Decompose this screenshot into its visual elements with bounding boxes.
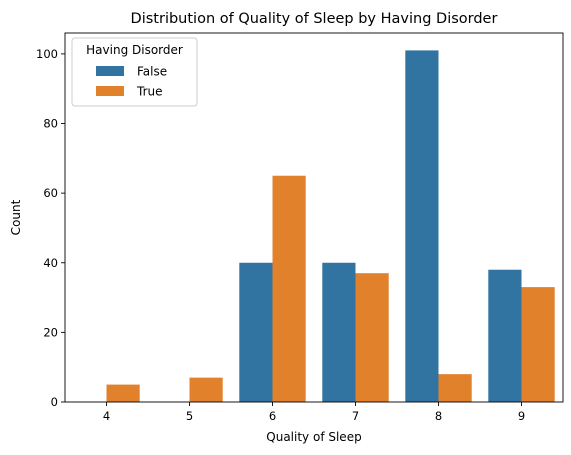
y-tick-label: 100 bbox=[36, 47, 58, 61]
x-tick-label: 7 bbox=[352, 409, 359, 423]
bar-false-7 bbox=[322, 262, 356, 402]
legend-swatch-false bbox=[96, 66, 124, 76]
bar-true-7 bbox=[355, 273, 389, 402]
bar-false-9 bbox=[488, 269, 522, 402]
legend: Having Disorder False True bbox=[71, 37, 198, 107]
y-tick-label: 80 bbox=[43, 117, 58, 131]
y-tick-label: 60 bbox=[43, 186, 58, 200]
bar-true-8 bbox=[438, 374, 472, 402]
bar-true-5 bbox=[189, 377, 223, 402]
legend-label-true: True bbox=[136, 85, 163, 99]
y-axis: 0 20 40 60 80 100 bbox=[36, 47, 65, 409]
x-tick-label: 5 bbox=[186, 409, 193, 423]
x-tick-label: 4 bbox=[103, 409, 110, 423]
chart-title: Distribution of Quality of Sleep by Havi… bbox=[131, 11, 498, 27]
bar-true-4 bbox=[106, 384, 140, 402]
bar-true-9 bbox=[521, 287, 555, 402]
bar-true-6 bbox=[272, 175, 306, 402]
y-axis-label: Count bbox=[9, 199, 23, 235]
x-tick-label: 6 bbox=[269, 409, 276, 423]
bars-group bbox=[106, 50, 555, 402]
x-tick-label: 9 bbox=[518, 409, 525, 423]
plot-frame bbox=[64, 32, 564, 403]
legend-swatch-true bbox=[96, 86, 124, 96]
y-tick-label: 20 bbox=[43, 325, 58, 339]
bar-false-6 bbox=[239, 262, 273, 402]
legend-title: Having Disorder bbox=[86, 43, 183, 57]
legend-label-false: False bbox=[137, 65, 167, 79]
y-tick-label: 40 bbox=[43, 256, 58, 270]
x-axis: 4 5 6 7 8 9 bbox=[103, 402, 525, 423]
y-tick-label: 0 bbox=[51, 395, 58, 409]
x-axis-label: Quality of Sleep bbox=[266, 430, 361, 444]
bar-false-8 bbox=[405, 50, 439, 402]
x-tick-label: 8 bbox=[435, 409, 442, 423]
